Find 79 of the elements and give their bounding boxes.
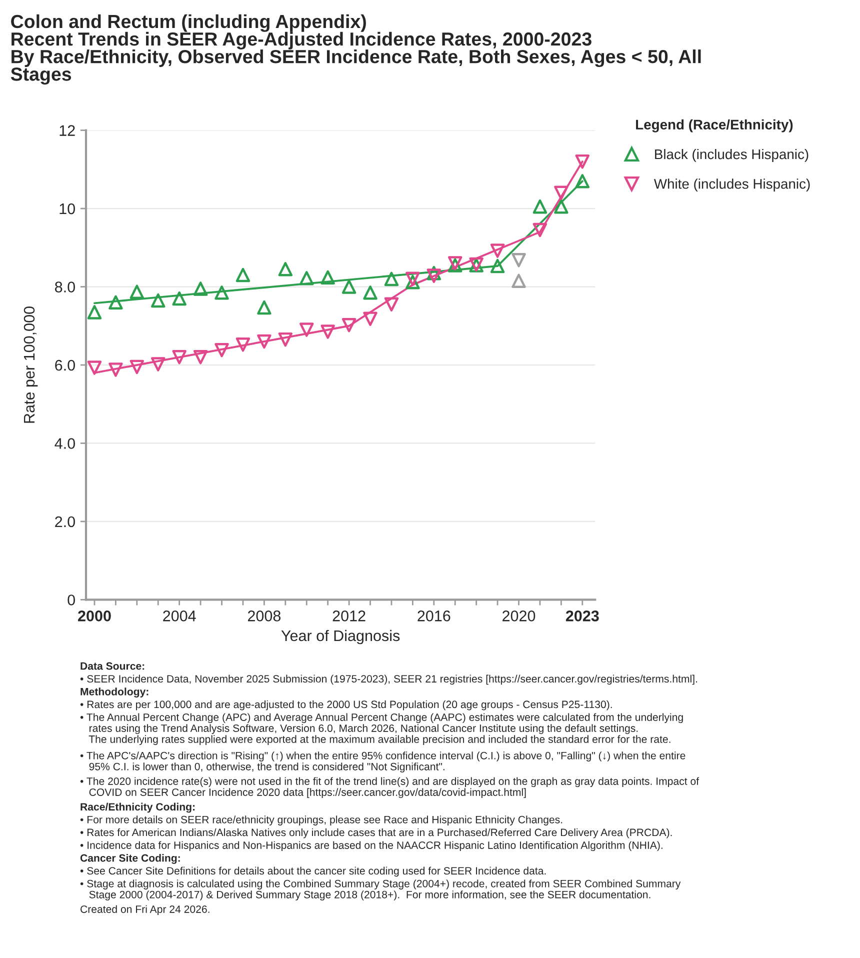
y-tick-label: 2.0 bbox=[55, 516, 75, 528]
point bbox=[532, 222, 548, 238]
text: • Rates for American Indians/Alaska Natives only include cases that are in a Purchased/Referred Care Delivery Area (PRCDA). bbox=[80, 828, 672, 838]
point bbox=[214, 286, 229, 300]
y-tick-label: 12 bbox=[60, 125, 75, 136]
point bbox=[236, 338, 250, 352]
x-tick-label: 2020 bbox=[502, 610, 536, 622]
y-tick-label: 6.0 bbox=[55, 360, 75, 371]
point bbox=[342, 280, 356, 294]
point bbox=[193, 282, 208, 296]
point bbox=[490, 244, 505, 258]
text: Cancer Site Coding: bbox=[80, 854, 180, 864]
point bbox=[172, 291, 186, 306]
y-tick-label: 10 bbox=[60, 203, 75, 214]
x-tick-label: 2000 bbox=[78, 610, 111, 622]
text: Methodology: bbox=[80, 688, 148, 698]
point bbox=[554, 199, 568, 214]
text: • Stage at diagnosis is calculated using the Combined Summary Stage (2004+) recode, created from SEER Combined Summary Stage 2000 (2004-2017) & Derived Summary Stage 2018 (2018+). For more information, see the SEER documentation. bbox=[80, 880, 681, 900]
point bbox=[193, 350, 208, 364]
point bbox=[130, 360, 144, 374]
x-tick-label: 2004 bbox=[163, 610, 196, 622]
text: • See Cancer Site Definitions for details about the cancer site coding used for SEER Incidence data. bbox=[80, 866, 546, 877]
point bbox=[554, 186, 568, 200]
point bbox=[299, 322, 314, 337]
point bbox=[320, 324, 335, 339]
point bbox=[108, 295, 123, 310]
y-tick-label: 8.0 bbox=[55, 282, 75, 292]
text: • The Annual Percent Change (APC) and Average Annual Percent Change (AAPC) estimates were calculated from the underlying rates using the Trend Analysis Software, Version 6.0, March 2026, National Cancer Institute using the default settings. The underlying rates supplied were exported at the maximum available precision and included the standard error for the rate. bbox=[80, 713, 683, 746]
point bbox=[320, 270, 335, 284]
text: Created on Fri Apr 24 2026. bbox=[80, 905, 210, 916]
point bbox=[512, 274, 526, 288]
point bbox=[172, 350, 186, 364]
point bbox=[87, 305, 102, 320]
point bbox=[278, 332, 293, 347]
y-tick-label: 0 bbox=[68, 594, 75, 606]
point bbox=[406, 272, 420, 286]
point bbox=[512, 253, 526, 268]
point bbox=[299, 271, 314, 286]
point bbox=[214, 343, 229, 358]
point bbox=[87, 360, 102, 375]
chart-title: Colon and Rectum (including Appendix) Recent Trends in SEER Age-Adjusted Incidence Rates, 2000-2023 By Race/Ethnicity, Observed SEER Incidence Rate, Both Sexes, Ages < 50, All Stages bbox=[10, 14, 701, 85]
point bbox=[278, 262, 293, 276]
point bbox=[151, 357, 166, 372]
x-tick-label: 2012 bbox=[332, 610, 366, 622]
point bbox=[151, 293, 166, 308]
point bbox=[363, 286, 378, 300]
y-axis-title: Rate per 100,000 bbox=[24, 306, 38, 423]
x-tick-label: 2023 bbox=[566, 610, 599, 622]
text: • The APC's/AAPC's direction is "Rising" (↑) when the entire 95% confidence interval (C.I.) is above 0, "Falling" (↓) when the entire 95% C.I. is lower than 0, otherwise, the trend is considered "Not Significant". bbox=[80, 752, 686, 772]
point bbox=[532, 199, 548, 214]
text: • Incidence data for Hispanics and Non-Hispanics are based on the NAACCR Hispanic Latino Identification Algorithm (NHIA). bbox=[80, 841, 662, 852]
y-tick-label: 4.0 bbox=[54, 438, 75, 449]
source-note: Data Source: bbox=[80, 662, 144, 670]
text: Race/Ethnicity Coding: bbox=[80, 802, 195, 813]
point bbox=[575, 174, 590, 188]
point bbox=[490, 258, 505, 274]
legend-label: Black (includes Hispanic) bbox=[655, 148, 808, 162]
point bbox=[363, 312, 378, 326]
legend-label: White (includes Hispanic) bbox=[654, 178, 810, 192]
point bbox=[384, 272, 399, 286]
text: • For more details on SEER race/ethnicity groupings, please see Race and Hispanic Ethnicity Changes. bbox=[80, 816, 562, 826]
point bbox=[406, 274, 420, 290]
point bbox=[426, 266, 442, 280]
point bbox=[257, 300, 272, 315]
point bbox=[575, 154, 590, 169]
point bbox=[426, 268, 442, 283]
point bbox=[130, 284, 144, 299]
legend-title: Legend (Race/Ethnicity) bbox=[636, 119, 793, 132]
point bbox=[342, 318, 356, 332]
point bbox=[236, 268, 250, 282]
point bbox=[257, 334, 272, 349]
x-tick-label: 2008 bbox=[248, 610, 281, 622]
point bbox=[384, 297, 399, 312]
text: • Rates are per 100,000 and are age-adjusted to the 2000 US Std Population (20 age groups - Census P25-1130). bbox=[80, 700, 612, 710]
x-tick-label: 2016 bbox=[418, 610, 450, 622]
text: • SEER Incidence Data, November 2025 Submission (1975-2023), SEER 21 registries [https://seer.cancer.gov/registries/terms.html]. bbox=[80, 674, 697, 685]
text: • The 2020 incidence rate(s) were not used in the fit of the trend line(s) and are displayed on the graph as gray data points. Impact of COVID on SEER Cancer Incidence 2020 data [https://seer.cancer.gov/data/covid-impact.html] bbox=[80, 777, 700, 798]
x-axis-title: Year of Diagnosis bbox=[281, 630, 400, 644]
point bbox=[108, 362, 123, 377]
